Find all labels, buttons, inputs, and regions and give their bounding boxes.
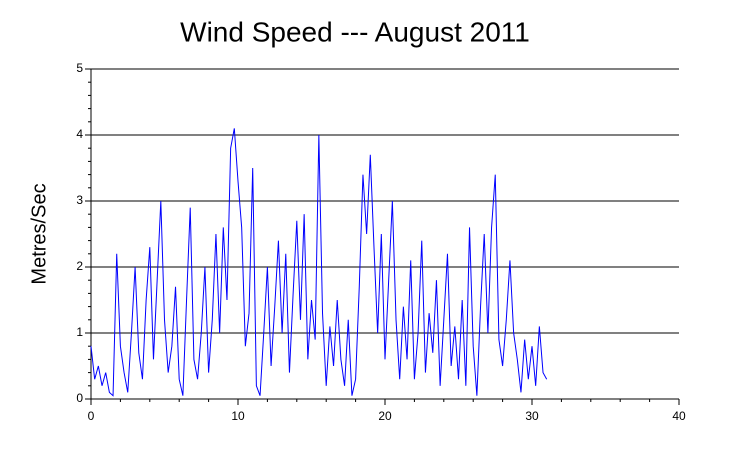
chart-title: Wind Speed --- August 2011 [180,16,530,47]
y-tick-label: 3 [76,193,83,207]
y-tick-label: 2 [76,259,83,273]
line-series [90,128,548,397]
y-tick-label: 4 [76,127,83,141]
y-tick-label: 1 [76,325,83,339]
x-tick-label: 0 [88,409,95,423]
x-tick-label: 20 [378,409,392,423]
x-tick-label: 40 [672,409,686,423]
y-tick-label: 0 [76,391,83,405]
y-axis-label: Metres/Sec [28,183,50,284]
y-tick-label: 5 [76,61,83,75]
x-tick-label: 30 [525,409,539,423]
x-tick-label: 10 [231,409,245,423]
